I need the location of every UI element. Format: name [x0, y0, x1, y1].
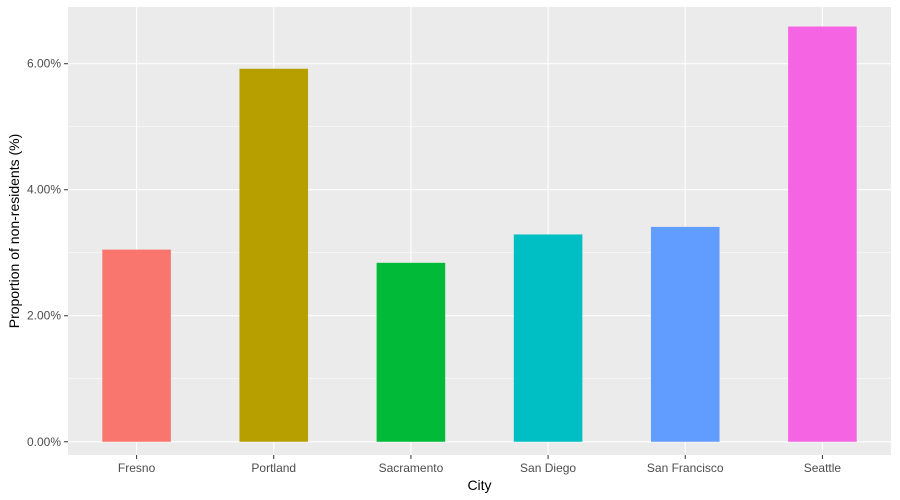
- bar-san-francisco: [650, 226, 720, 442]
- bar-seattle: [788, 26, 857, 442]
- x-tick-label: Fresno: [118, 461, 156, 475]
- y-tick-label: 4.00%: [27, 183, 61, 197]
- bar-san-diego: [513, 234, 583, 442]
- y-tick-label: 0.00%: [27, 435, 61, 449]
- y-tick-label: 2.00%: [27, 309, 61, 323]
- x-axis-title: City: [467, 477, 491, 493]
- bars: [102, 26, 857, 442]
- x-tick-label: San Diego: [520, 461, 576, 475]
- y-tick-label: 6.00%: [27, 57, 61, 71]
- bar-fresno: [102, 249, 171, 442]
- x-axis: Fresno Portland Sacramento San Diego San Fra…: [118, 455, 842, 475]
- x-tick-label: San Francisco: [647, 461, 724, 475]
- y-axis: 0.00% 2.00% 4.00% 6.00%: [27, 57, 68, 449]
- x-tick-label: Sacramento: [379, 461, 444, 475]
- y-axis-title: Proportion of non-residents (%): [6, 134, 22, 329]
- plot-panel: [68, 7, 891, 455]
- minor-gridlines: [68, 126, 891, 380]
- bar-sacramento: [376, 262, 446, 442]
- x-tick-label: Seattle: [804, 461, 842, 475]
- bar-portland: [239, 68, 309, 442]
- x-tick-label: Portland: [251, 461, 296, 475]
